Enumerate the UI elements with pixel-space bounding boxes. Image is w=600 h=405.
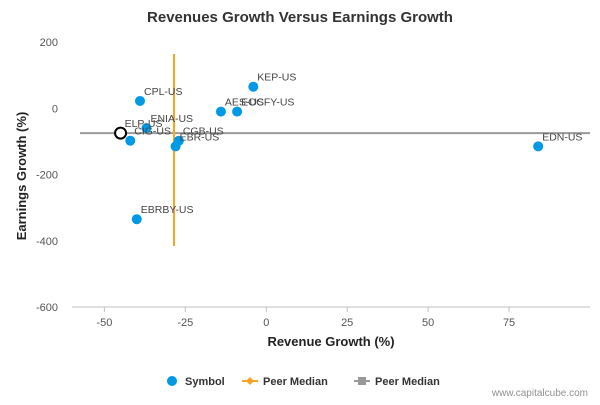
x-tick-label: 25 — [341, 317, 353, 329]
data-point — [533, 141, 544, 152]
data-point — [125, 135, 136, 146]
data-point — [134, 95, 145, 106]
x-axis-label: Revenue Growth (%) — [267, 334, 394, 349]
x-tick-label: -50 — [96, 317, 112, 329]
data-point — [232, 106, 243, 117]
data-point-label: CPL-US — [144, 86, 183, 98]
data-point — [248, 81, 259, 92]
x-axis-ticks: -50 -25 0 25 50 75 — [96, 307, 515, 329]
data-point-label: CGB-US — [183, 126, 224, 138]
chart-title: Revenues Growth Versus Earnings Growth — [147, 9, 453, 26]
data-point — [170, 141, 181, 152]
highlighted-point — [114, 126, 128, 140]
data-point-label: AES-US — [225, 97, 264, 109]
legend-earnings-median-marker — [358, 377, 366, 385]
y-axis-label: Earnings Growth (%) — [14, 112, 29, 241]
legend-label: Peer Median — [375, 376, 440, 388]
legend-label: Peer Median — [263, 376, 328, 388]
data-point — [141, 123, 152, 134]
data-point-label: EBR-US — [180, 131, 220, 143]
data-point-label: ELP-US — [125, 118, 163, 130]
peer-median-lines — [80, 54, 590, 246]
data-point-labels: CPL-USKEP-USAES-USEOCFY-USENIA-USELP-USC… — [125, 72, 583, 217]
legend-revenue-median-marker — [246, 377, 254, 385]
legend: Symbol Peer Median Peer Median — [167, 376, 440, 388]
data-point — [131, 214, 142, 225]
legend-label: Symbol — [185, 376, 225, 388]
y-tick-label: -400 — [36, 236, 58, 248]
y-tick-label: -600 — [36, 302, 58, 314]
data-points — [114, 81, 544, 225]
x-tick-label: 50 — [422, 317, 434, 329]
footer-credit: www.capitalcube.com — [491, 388, 588, 399]
y-tick-label: 0 — [52, 103, 58, 115]
legend-symbol-marker — [167, 376, 177, 386]
data-point-label: EDN-US — [542, 131, 582, 143]
data-point-label: CIG-US — [134, 126, 171, 138]
x-tick-label: 0 — [263, 317, 269, 329]
y-tick-label: 200 — [40, 37, 58, 49]
data-point-label: EBRBY-US — [141, 204, 194, 216]
data-point-label: KEP-US — [257, 72, 296, 84]
y-tick-label: -200 — [36, 170, 58, 182]
x-tick-label: -25 — [177, 317, 193, 329]
data-point — [215, 106, 226, 117]
data-point-label: ENIA-US — [150, 113, 193, 125]
data-point-label: EOCFY-US — [241, 97, 294, 109]
y-axis-ticks: 200 0 -200 -400 -600 — [36, 37, 58, 314]
x-tick-label: 75 — [503, 317, 515, 329]
